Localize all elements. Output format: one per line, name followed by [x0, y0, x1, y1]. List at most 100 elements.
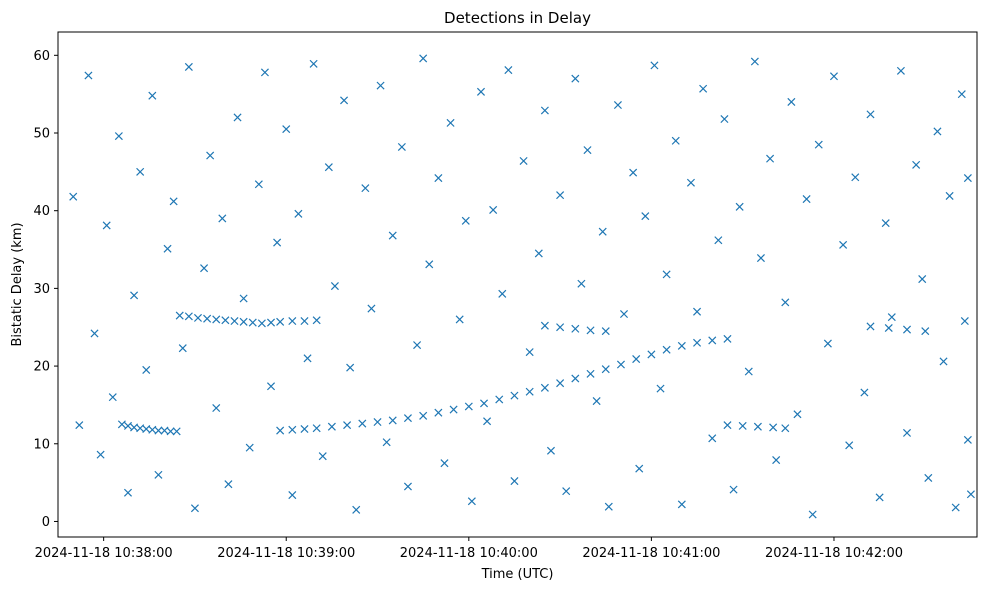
data-point: [525, 348, 534, 357]
data-point: [963, 435, 972, 444]
data-point: [203, 314, 212, 323]
data-point: [212, 404, 221, 413]
data-point: [136, 167, 145, 176]
data-point: [476, 87, 486, 96]
data-point: [483, 417, 492, 426]
y-axis-label: Bistatic Delay (km): [10, 222, 25, 346]
y-tick-label: 60: [33, 49, 50, 64]
data-point: [793, 410, 802, 419]
data-point: [318, 452, 327, 461]
data-point: [382, 438, 391, 447]
data-point: [540, 383, 549, 392]
x-tick-label: 2024-11-18 10:40:00: [400, 546, 538, 561]
data-point: [887, 313, 896, 322]
data-point: [361, 184, 370, 193]
data-point: [300, 424, 309, 434]
data-point: [114, 132, 123, 141]
data-point: [367, 304, 376, 313]
data-point: [540, 321, 549, 330]
data-point: [966, 490, 975, 499]
data-point: [273, 238, 282, 247]
data-point: [330, 282, 339, 291]
data-point: [504, 66, 513, 75]
data-point: [440, 459, 449, 468]
data-point: [571, 74, 580, 83]
y-tick-label: 20: [33, 360, 50, 375]
data-point: [902, 428, 912, 437]
data-point: [224, 480, 233, 489]
data-point: [802, 195, 811, 204]
data-point: [592, 397, 601, 406]
y-tick-label: 10: [33, 437, 50, 452]
data-points: [69, 54, 975, 519]
data-point: [525, 387, 534, 396]
data-point: [184, 312, 193, 321]
data-point: [239, 294, 248, 303]
data-point: [446, 118, 455, 127]
data-point: [723, 421, 732, 430]
data-point: [577, 279, 586, 288]
data-point: [808, 510, 817, 519]
data-point: [951, 503, 960, 512]
data-point: [190, 504, 199, 513]
data-point: [875, 493, 884, 502]
data-point: [686, 178, 695, 187]
data-point: [632, 355, 641, 364]
data-point: [896, 66, 905, 75]
data-point: [309, 59, 318, 68]
data-point: [738, 421, 747, 430]
data-point: [902, 325, 912, 334]
y-axis-ticks: 0 10 20 30 40 50 60: [33, 49, 58, 530]
data-point: [510, 391, 519, 400]
data-point: [650, 61, 659, 70]
chart-title: Detections in Delay: [444, 9, 591, 27]
data-point: [142, 365, 151, 374]
data-point: [699, 84, 708, 93]
data-point: [455, 315, 464, 324]
data-point: [534, 249, 543, 258]
data-point: [218, 214, 227, 223]
data-point: [154, 426, 163, 435]
data-point: [419, 411, 428, 420]
data-point: [866, 322, 875, 331]
data-point: [123, 421, 133, 430]
data-point: [376, 81, 385, 90]
data-point: [845, 441, 854, 450]
data-point: [434, 174, 443, 183]
data-point: [154, 470, 163, 479]
data-point: [254, 180, 263, 189]
data-point: [918, 275, 927, 284]
data-point: [373, 417, 382, 427]
data-point: [753, 422, 762, 431]
data-point: [677, 341, 686, 350]
data-point: [787, 97, 796, 106]
data-point: [823, 339, 832, 348]
data-point: [233, 113, 242, 122]
data-point: [884, 323, 893, 333]
data-point: [257, 319, 266, 328]
data-point: [744, 367, 753, 376]
data-point: [425, 260, 434, 269]
data-point: [635, 464, 644, 473]
data-point: [860, 388, 869, 397]
data-point: [169, 197, 178, 206]
data-point: [163, 244, 172, 253]
data-point: [388, 416, 397, 425]
data-point: [266, 382, 276, 391]
data-point: [248, 318, 257, 327]
data-point: [358, 419, 367, 428]
data-point: [839, 240, 848, 249]
data-point: [75, 421, 84, 430]
data-point: [403, 414, 412, 423]
data-point: [266, 318, 276, 327]
data-point: [583, 146, 592, 155]
data-point: [260, 68, 269, 77]
data-point: [130, 291, 139, 300]
data-point: [343, 421, 352, 430]
data-point: [221, 316, 230, 325]
data-point: [230, 316, 239, 326]
data-point: [245, 443, 254, 452]
data-point: [750, 57, 759, 66]
data-point: [239, 317, 248, 326]
